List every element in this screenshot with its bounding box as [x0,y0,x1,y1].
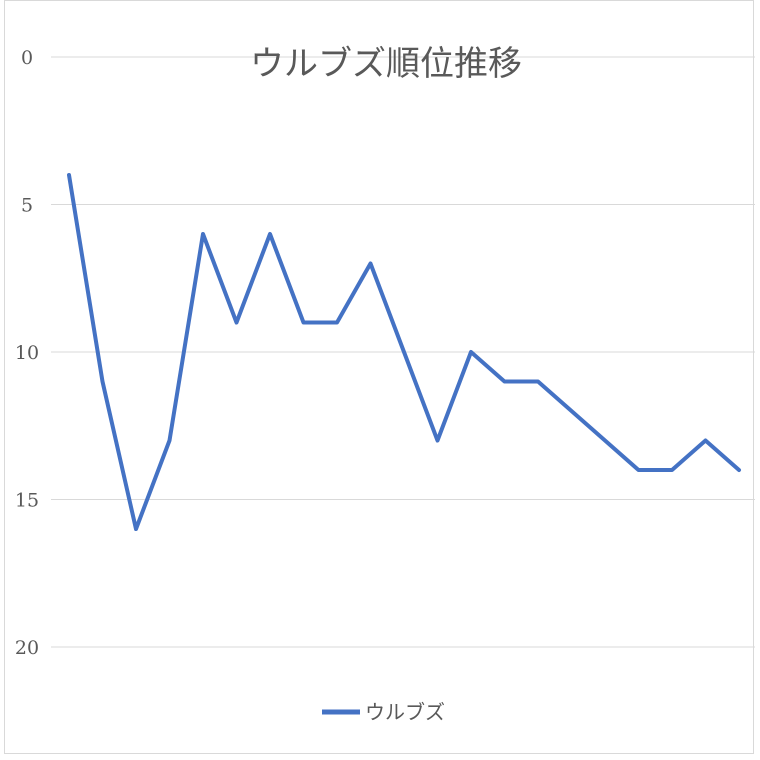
y-tick-label: 15 [15,490,39,512]
y-axis-tick-labels: 0 5 10 15 20 [15,47,39,659]
legend-label: ウルブズ [365,700,445,724]
legend: ウルブズ [322,700,445,724]
y-tick-label: 10 [15,342,39,364]
line-chart: 0 5 10 15 20 ウルブズ順位推移 ウルブズ [15,44,755,724]
y-tick-label: 20 [15,637,39,659]
chart-title: ウルブズ順位推移 [250,44,522,84]
y-tick-label: 5 [21,195,33,217]
y-tick-label: 0 [21,47,33,69]
chart-area: 0 5 10 15 20 ウルブズ順位推移 ウルブズ [4,0,755,754]
series-layer [67,173,741,531]
